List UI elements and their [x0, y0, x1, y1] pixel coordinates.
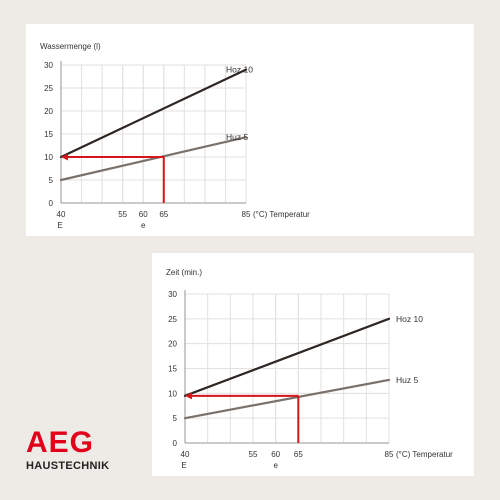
x-axis-label: (°C) Temperatur — [396, 450, 453, 459]
y-tick-label: 0 — [173, 439, 178, 448]
x-sublabel: e — [273, 461, 278, 470]
x-tick-label: 55 — [118, 210, 127, 219]
y-tick-label: 0 — [49, 199, 54, 208]
brand-name: AEG — [26, 426, 95, 459]
y-tick-label: 20 — [168, 340, 177, 349]
chart-heating-time: 0 5 10 15 20 25 30 40 55 60 65 85 E e (°C) Temperatur Z… — [166, 268, 453, 470]
y-tick-label: 5 — [173, 414, 178, 423]
series-label: Huz 5 — [226, 132, 248, 142]
y-tick-label: 25 — [44, 84, 53, 93]
x-tick-label: 85 — [242, 210, 251, 219]
x-sublabel: e — [141, 221, 146, 230]
chart-water-volume: 0 5 10 15 20 25 30 40 55 60 65 85 E e (°C) Temperatur W… — [40, 42, 310, 230]
x-sublabel: E — [181, 461, 186, 470]
y-tick-label: 10 — [168, 389, 177, 398]
x-tick-label: 40 — [57, 210, 66, 219]
series-line-huz5 — [183, 378, 391, 420]
y-tick-label: 20 — [44, 107, 53, 116]
highlight-arrow-icon — [61, 153, 68, 161]
x-tick-label: 65 — [159, 210, 168, 219]
y-tick-label: 30 — [168, 290, 177, 299]
y-tick-label: 10 — [44, 153, 53, 162]
x-tick-label: 85 — [385, 450, 394, 459]
y-axis-label: Wassermenge (l) — [40, 42, 101, 51]
y-tick-label: 15 — [168, 365, 177, 374]
x-tick-label: 65 — [294, 450, 303, 459]
y-tick-label: 5 — [49, 176, 54, 185]
y-tick-label: 25 — [168, 315, 177, 324]
x-tick-label: 60 — [139, 210, 148, 219]
y-tick-label: 30 — [44, 61, 53, 70]
series-label: Hoz 10 — [226, 65, 253, 75]
series-label: Huz 5 — [396, 375, 418, 385]
series-label: Hoz 10 — [396, 314, 423, 324]
highlight-arrow-icon — [185, 392, 192, 400]
x-axis-label: (°C) Temperatur — [253, 210, 310, 219]
x-tick-label: 40 — [181, 450, 190, 459]
x-tick-label: 60 — [271, 450, 280, 459]
x-sublabel: E — [57, 221, 62, 230]
series-line-hoz10 — [183, 317, 391, 397]
y-axis-label: Zeit (min.) — [166, 268, 202, 277]
series-line-hoz10 — [59, 68, 248, 159]
series-line-huz5 — [59, 136, 248, 182]
y-tick-label: 15 — [44, 130, 53, 139]
brand-logo: AEG HAUSTECHNIK — [26, 426, 110, 473]
x-tick-label: 55 — [249, 450, 258, 459]
brand-subtitle: HAUSTECHNIK — [26, 460, 110, 472]
